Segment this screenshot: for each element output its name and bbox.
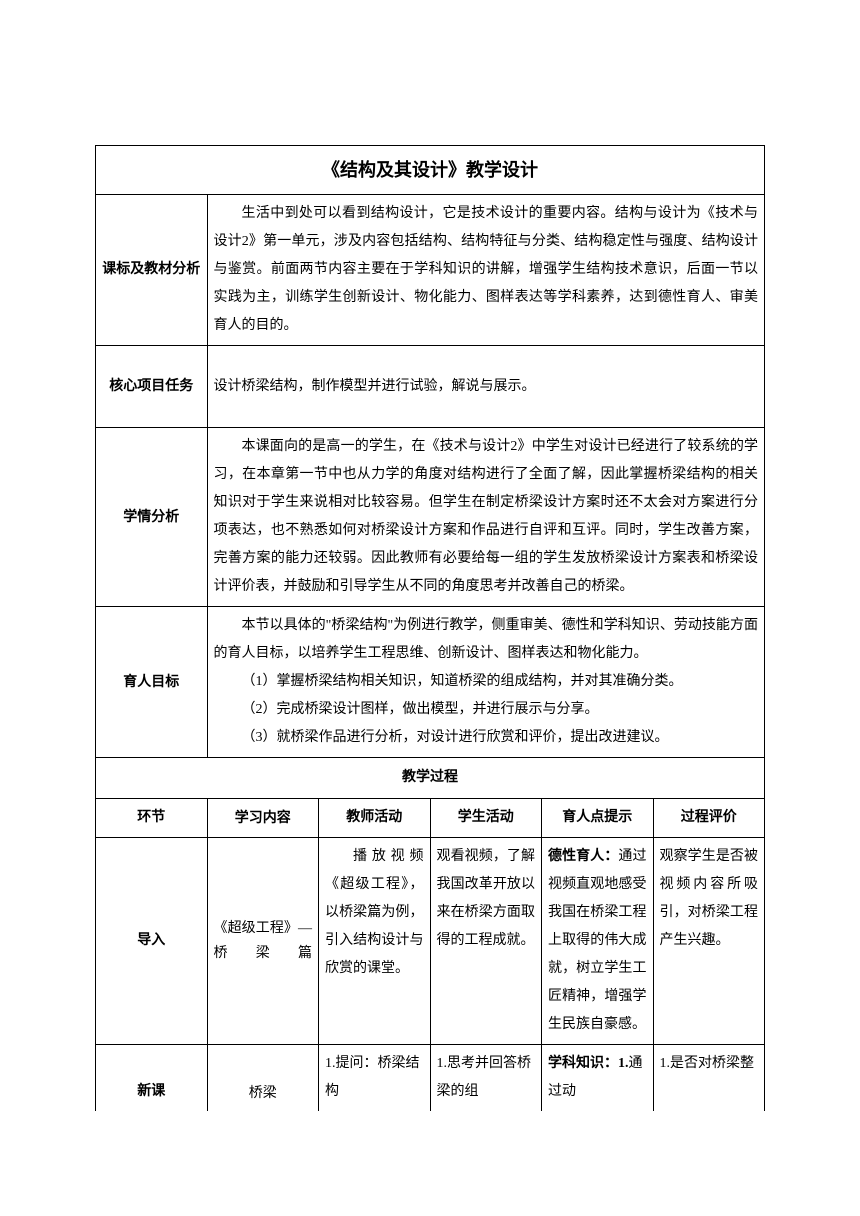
cell-lesson-eval: 1.是否对桥梁整 — [653, 1045, 765, 1112]
row-learning-analysis: 学情分析 本课面向的是高一的学生，在《技术与设计2》中学生对设计已经进行了较系统… — [96, 428, 765, 607]
label-education-goals: 育人目标 — [96, 607, 208, 758]
lesson-plan-table: 《结构及其设计》教学设计 课标及教材分析 生活中到处可以看到结构设计，它是技术设… — [95, 145, 765, 1111]
col-header-teacher: 教师活动 — [319, 799, 431, 838]
row-lesson: 新课 桥梁 1.提问：桥梁结构 1.思考并回答桥梁的组 学科知识：1.通过动 1… — [96, 1045, 765, 1112]
row-process-columns: 环节 学习内容 教师活动 学生活动 育人点提示 过程评价 — [96, 799, 765, 838]
cell-lesson-phase: 新课 — [96, 1045, 208, 1112]
cell-lesson-student: 1.思考并回答桥梁的组 — [430, 1045, 542, 1112]
label-learning-analysis: 学情分析 — [96, 428, 208, 607]
row-standards: 课标及教材分析 生活中到处可以看到结构设计，它是技术设计的重要内容。结构与设计为… — [96, 195, 765, 346]
label-standards: 课标及教材分析 — [96, 195, 208, 346]
content-core-task: 设计桥梁结构，制作模型并进行试验，解说与展示。 — [207, 346, 765, 428]
content-learning-analysis: 本课面向的是高一的学生，在《技术与设计2》中学生对设计已经进行了较系统的学习，在… — [207, 428, 765, 607]
process-header: 教学过程 — [96, 758, 765, 799]
cell-lesson-content: 桥梁 — [207, 1045, 319, 1112]
col-header-point: 育人点提示 — [542, 799, 654, 838]
row-intro: 导入 《超级工程》—桥梁篇 播放视频《超级工程》，以桥梁篇为例，引入结构设计与欣… — [96, 838, 765, 1045]
cell-intro-phase: 导入 — [96, 838, 208, 1045]
content-standards: 生活中到处可以看到结构设计，它是技术设计的重要内容。结构与设计为《技术与设计2》… — [207, 195, 765, 346]
cell-lesson-teacher: 1.提问：桥梁结构 — [319, 1045, 431, 1112]
content-education-goals: 本节以具体的"桥梁结构"为例进行教学，侧重审美、德性和学科知识、劳动技能方面的育… — [207, 607, 765, 758]
cell-intro-student: 观看视频，了解我国改革开放以来在桥梁方面取得的工程成就。 — [430, 838, 542, 1045]
cell-intro-content: 《超级工程》—桥梁篇 — [207, 838, 319, 1045]
col-header-content: 学习内容 — [207, 799, 319, 838]
col-header-phase: 环节 — [96, 799, 208, 838]
cell-intro-point: 德性育人：通过视频直观地感受我国在桥梁工程上取得的伟大成就，树立学生工匠精神，增… — [542, 838, 654, 1045]
col-header-eval: 过程评价 — [653, 799, 765, 838]
row-process-header: 教学过程 — [96, 758, 765, 799]
cell-intro-eval: 观察学生是否被视频内容所吸引，对桥梁工程产生兴趣。 — [653, 838, 765, 1045]
col-header-student: 学生活动 — [430, 799, 542, 838]
cell-intro-teacher: 播放视频《超级工程》，以桥梁篇为例，引入结构设计与欣赏的课堂。 — [319, 838, 431, 1045]
page-title: 《结构及其设计》教学设计 — [96, 146, 765, 195]
row-education-goals: 育人目标 本节以具体的"桥梁结构"为例进行教学，侧重审美、德性和学科知识、劳动技… — [96, 607, 765, 758]
cell-lesson-point: 学科知识：1.通过动 — [542, 1045, 654, 1112]
label-core-task: 核心项目任务 — [96, 346, 208, 428]
row-core-task: 核心项目任务 设计桥梁结构，制作模型并进行试验，解说与展示。 — [96, 346, 765, 428]
